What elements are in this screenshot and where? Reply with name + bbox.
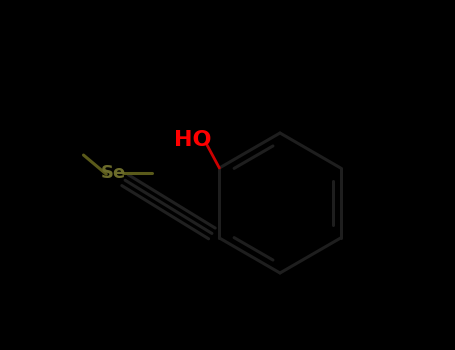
Text: Se: Se [101, 164, 126, 182]
Text: HO: HO [174, 130, 212, 150]
